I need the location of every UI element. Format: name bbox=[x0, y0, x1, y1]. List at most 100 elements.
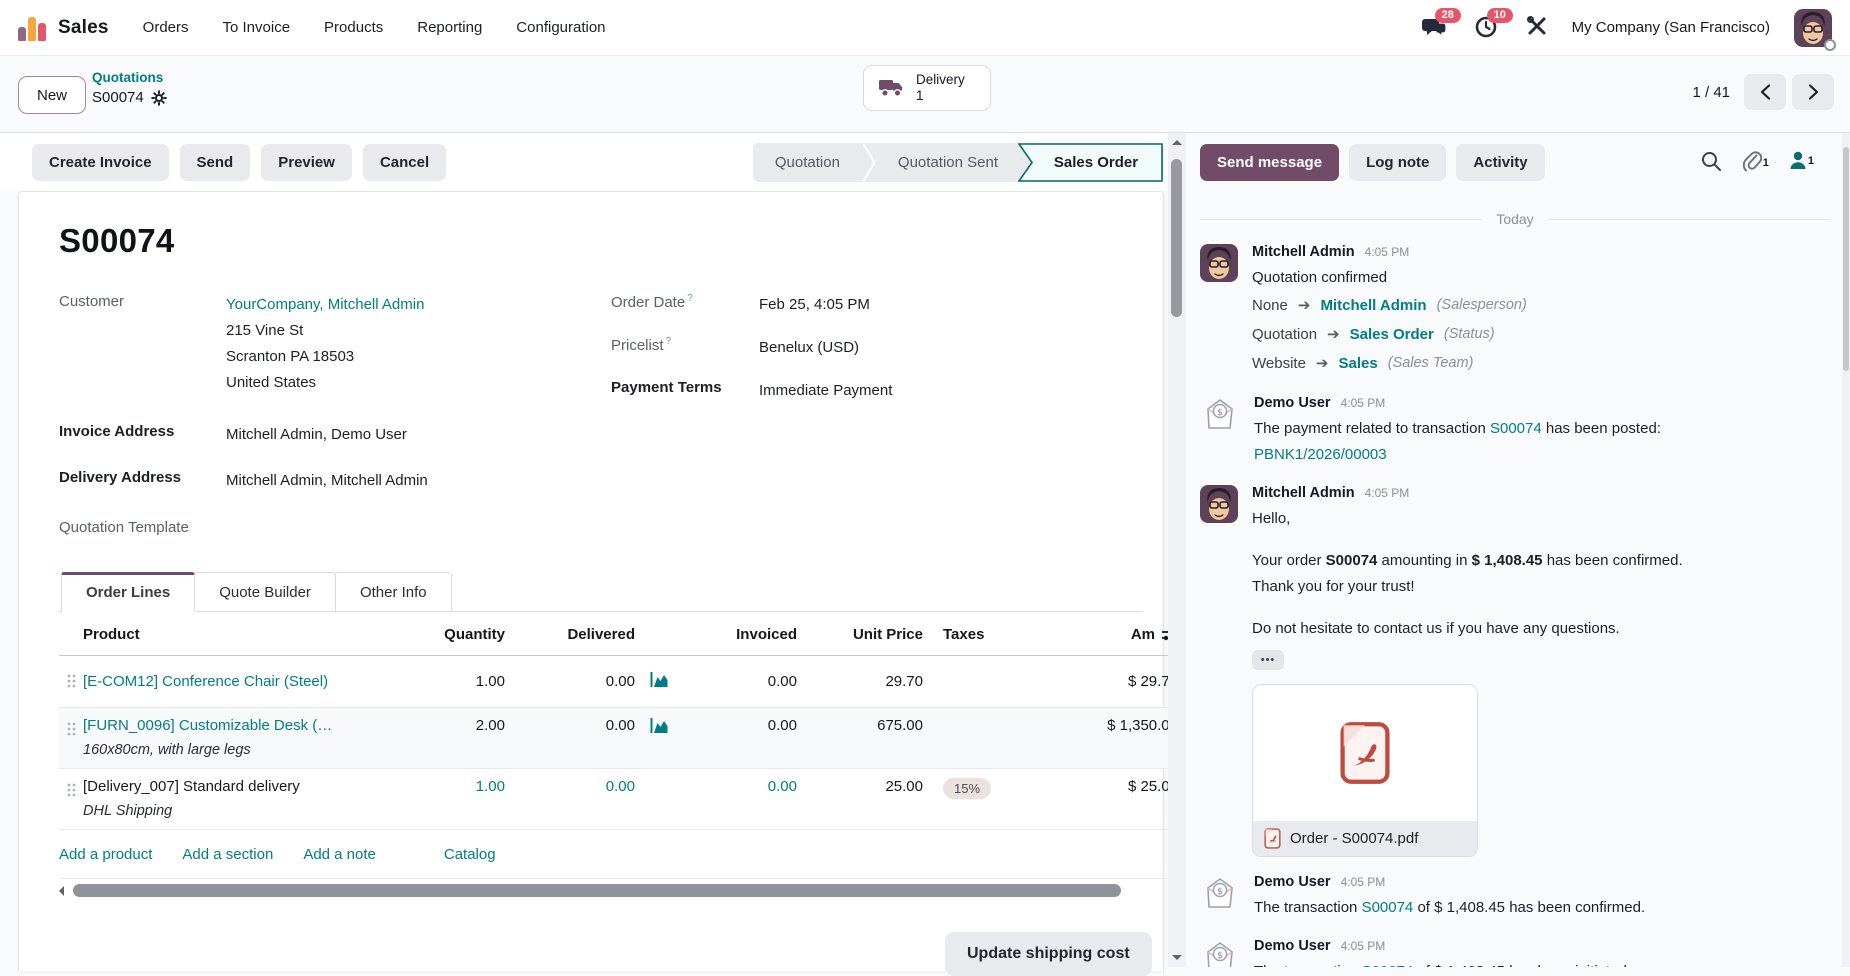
new-button[interactable]: New bbox=[18, 76, 87, 114]
odoo-sales-logo-icon[interactable] bbox=[18, 15, 46, 41]
col-amount[interactable]: Am bbox=[1130, 626, 1155, 643]
add-section-link[interactable]: Add a section bbox=[182, 846, 274, 863]
product-label[interactable]: [Delivery_007] Standard delivery bbox=[83, 778, 300, 795]
add-note-link[interactable]: Add a note bbox=[303, 846, 376, 863]
avatar[interactable] bbox=[1199, 243, 1239, 378]
qty-cell[interactable]: 2.00 bbox=[475, 717, 505, 734]
unit-price-cell[interactable]: 675.00 bbox=[877, 717, 923, 734]
messages-icon[interactable]: 28 bbox=[1421, 7, 1461, 41]
unit-price-cell[interactable]: 29.70 bbox=[885, 672, 923, 690]
col-delivered[interactable]: Delivered bbox=[567, 626, 635, 643]
add-product-link[interactable]: Add a product bbox=[59, 846, 153, 863]
tracking-new-value[interactable]: Sales bbox=[1338, 355, 1378, 372]
product-link[interactable]: [FURN_0096] Customizable Desk (… bbox=[83, 717, 333, 734]
invoiced-cell[interactable]: 0.00 bbox=[767, 672, 797, 690]
expand-message-button[interactable]: ••• bbox=[1252, 650, 1284, 670]
step-quotation[interactable]: Quotation bbox=[774, 154, 840, 171]
table-row[interactable]: [Delivery_007] Standard delivery DHL Shi… bbox=[59, 769, 1184, 830]
quotation-template-value[interactable] bbox=[226, 518, 611, 536]
tracking-new-value[interactable]: Sales Order bbox=[1349, 326, 1434, 343]
vertical-scrollbar[interactable] bbox=[1168, 133, 1186, 967]
user-avatar[interactable] bbox=[1793, 7, 1836, 51]
col-product[interactable]: Product bbox=[83, 626, 140, 643]
chatter-scroll-thumb[interactable] bbox=[1843, 147, 1849, 371]
horizontal-scrollbar[interactable] bbox=[59, 883, 1184, 898]
company-switcher[interactable]: My Company (San Francisco) bbox=[1571, 19, 1770, 36]
drag-handle-icon[interactable] bbox=[59, 778, 83, 797]
step-quotation-sent[interactable]: Quotation Sent bbox=[897, 154, 998, 171]
debug-tools-icon[interactable] bbox=[1526, 15, 1548, 41]
search-messages-icon[interactable] bbox=[1700, 150, 1722, 176]
avatar[interactable] bbox=[1199, 484, 1239, 857]
menu-configuration[interactable]: Configuration bbox=[516, 19, 606, 36]
tab-quote-builder[interactable]: Quote Builder bbox=[194, 572, 336, 611]
pager-previous-button[interactable] bbox=[1744, 74, 1786, 110]
order-link[interactable]: S00074 bbox=[1489, 420, 1542, 437]
send-message-button[interactable]: Send message bbox=[1200, 144, 1340, 181]
menu-products[interactable]: Products bbox=[324, 19, 384, 36]
table-row[interactable]: [FURN_0096] Customizable Desk (… 160x80c… bbox=[59, 708, 1184, 769]
pager-next-button[interactable] bbox=[1792, 74, 1834, 110]
col-unit-price[interactable]: Unit Price bbox=[852, 626, 923, 643]
attachment-card[interactable]: Order - S00074.pdf bbox=[1252, 684, 1478, 857]
forecast-chart-icon[interactable] bbox=[649, 717, 670, 734]
vertical-scroll-thumb[interactable] bbox=[1171, 159, 1182, 317]
attachments-icon[interactable]: 1 bbox=[1742, 150, 1769, 176]
col-taxes[interactable]: Taxes bbox=[943, 626, 985, 643]
col-quantity[interactable]: Quantity bbox=[444, 626, 505, 643]
invoiced-cell[interactable]: 0.00 bbox=[767, 778, 797, 795]
qty-cell[interactable]: 1.00 bbox=[475, 672, 505, 690]
app-name[interactable]: Sales bbox=[58, 16, 109, 38]
pricelist-value[interactable]: Benelux (USD) bbox=[759, 339, 860, 356]
scroll-left-arrow-icon[interactable] bbox=[59, 886, 64, 896]
update-shipping-cost-button[interactable]: Update shipping cost bbox=[945, 932, 1152, 976]
col-invoiced[interactable]: Invoiced bbox=[736, 626, 797, 643]
tab-order-lines[interactable]: Order Lines bbox=[61, 572, 196, 612]
tax-badge[interactable]: 15% bbox=[943, 778, 992, 799]
unit-price-cell[interactable]: 25.00 bbox=[885, 778, 923, 795]
product-link[interactable]: [E-COM12] Conference Chair (Steel) bbox=[83, 672, 329, 690]
delivery-address-value[interactable]: Mitchell Admin, Mitchell Admin bbox=[226, 472, 428, 489]
scroll-up-arrow-icon[interactable] bbox=[1172, 140, 1182, 145]
menu-orders[interactable]: Orders bbox=[142, 19, 189, 36]
breadcrumb-quotations[interactable]: Quotations bbox=[92, 70, 164, 85]
invoice-address-value[interactable]: Mitchell Admin, Demo User bbox=[226, 426, 407, 443]
drag-handle-icon[interactable] bbox=[59, 674, 83, 688]
menu-reporting[interactable]: Reporting bbox=[417, 19, 483, 36]
tracking-new-value[interactable]: Mitchell Admin bbox=[1320, 297, 1427, 314]
send-button[interactable]: Send bbox=[179, 144, 251, 181]
order-link[interactable]: S00074 bbox=[1362, 963, 1414, 967]
message-author[interactable]: Demo User bbox=[1254, 874, 1331, 890]
delivered-cell[interactable]: 0.00 bbox=[605, 717, 635, 734]
create-invoice-button[interactable]: Create Invoice bbox=[32, 144, 169, 181]
catalog-link[interactable]: Catalog bbox=[443, 846, 496, 863]
payment-entry-link[interactable]: PBNK1/2026/00003 bbox=[1254, 446, 1387, 463]
delivered-cell[interactable]: 0.00 bbox=[605, 778, 635, 795]
invoiced-cell[interactable]: 0.00 bbox=[767, 717, 797, 734]
message-author[interactable]: Mitchell Admin bbox=[1252, 485, 1355, 501]
preview-button[interactable]: Preview bbox=[261, 144, 352, 181]
table-row[interactable]: [E-COM12] Conference Chair (Steel) 1.00 … bbox=[59, 656, 1184, 708]
followers-icon[interactable]: 1 bbox=[1789, 150, 1814, 174]
message-author[interactable]: Demo User bbox=[1254, 938, 1331, 954]
customer-link[interactable]: YourCompany, Mitchell Admin bbox=[226, 296, 425, 313]
tab-other-info[interactable]: Other Info bbox=[334, 572, 452, 611]
drag-handle-icon[interactable] bbox=[59, 717, 83, 736]
order-link[interactable]: S00074 bbox=[1361, 899, 1414, 916]
message-author[interactable]: Demo User bbox=[1254, 395, 1331, 411]
step-sales-order[interactable]: Sales Order bbox=[1018, 143, 1164, 182]
log-note-button[interactable]: Log note bbox=[1349, 144, 1447, 181]
payment-terms-value[interactable]: Immediate Payment bbox=[759, 382, 893, 399]
delivery-smart-button[interactable]: Delivery 1 bbox=[863, 65, 991, 111]
cancel-button[interactable]: Cancel bbox=[362, 144, 447, 181]
menu-to-invoice[interactable]: To Invoice bbox=[222, 19, 291, 36]
chatter-scrollbar[interactable] bbox=[1842, 133, 1850, 967]
record-settings-gear-icon[interactable] bbox=[150, 90, 167, 106]
forecast-chart-icon[interactable] bbox=[649, 671, 670, 688]
qty-cell[interactable]: 1.00 bbox=[475, 778, 505, 795]
scroll-down-arrow-icon[interactable] bbox=[1172, 955, 1182, 960]
delivered-cell[interactable]: 0.00 bbox=[605, 672, 635, 690]
activities-icon[interactable]: 10 bbox=[1474, 7, 1513, 41]
order-date-value[interactable]: Feb 25, 4:05 PM bbox=[759, 296, 870, 313]
activity-button[interactable]: Activity bbox=[1456, 144, 1545, 181]
